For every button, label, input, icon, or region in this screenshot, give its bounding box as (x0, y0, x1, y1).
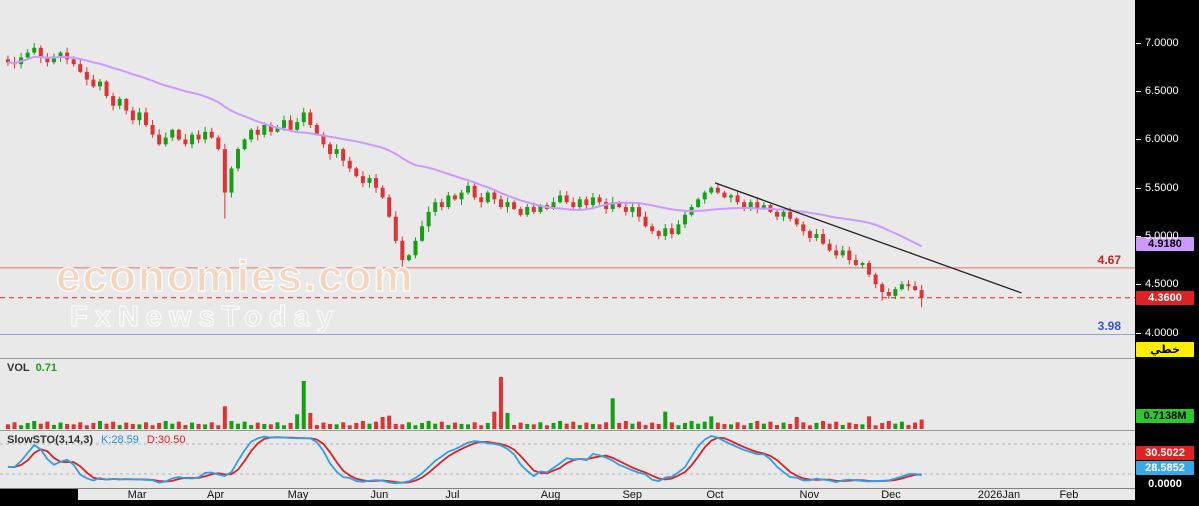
time-axis-label: Feb (1059, 489, 1079, 501)
price-tick-label: 5.0000 (1136, 229, 1179, 242)
volume-chart[interactable] (0, 359, 1135, 430)
ma-line (7, 55, 923, 248)
time-axis-label: Dec (881, 489, 901, 501)
stochastic-k-value: K:28.59 (101, 434, 139, 446)
time-axis-label: Mar (127, 489, 147, 501)
candlestick-chart[interactable] (0, 0, 1135, 358)
stochastic-indicator-name: SlowSTO(3,14,3) (7, 434, 93, 446)
support-level-label: 3.98 (1097, 319, 1121, 334)
time-axis-label: Jul (445, 489, 460, 501)
price-tick-label: 7.0000 (1136, 36, 1179, 49)
time-axis-label: Oct (706, 489, 724, 501)
panel-separator (0, 430, 1135, 431)
price-tick-label: 6.0000 (1136, 133, 1179, 146)
time-axis-label: 2026Jan (977, 489, 1021, 501)
chart-style-badge[interactable]: خطي (1136, 342, 1194, 357)
volume-panel-label: VOL 0.71 (7, 362, 57, 374)
time-axis-label: Apr (207, 489, 225, 501)
volume-indicator-name: VOL (7, 362, 30, 374)
chart-plot-area[interactable]: economies.com FxNewsToday 4.67 3.98 VOL 0… (0, 0, 1135, 485)
time-axis-label: Nov (799, 489, 820, 501)
time-axis-label: Sep (622, 489, 643, 501)
ma-value-badge: 4.9180 (1136, 236, 1194, 251)
resistance-level-label: 4.67 (1097, 252, 1121, 267)
time-axis-label: Jun (370, 489, 389, 501)
stochastic-k-line (7, 435, 922, 485)
bottom-scrollbar[interactable] (0, 500, 1199, 506)
price-tick-label: 5.5000 (1136, 181, 1179, 194)
volume-indicator-value: 0.71 (35, 362, 58, 374)
price-tick-label: 4.5000 (1136, 278, 1179, 291)
time-axis-label: Aug (540, 489, 561, 501)
time-axis-label: May (287, 489, 309, 501)
volume-value-badge: 0.7138M (1136, 409, 1194, 423)
price-axis[interactable]: 4.9180 4.3600 خطي 0.7138M 30.5022 28.585… (1135, 0, 1199, 506)
time-axis[interactable]: Mar Apr May Jun Jul Aug Sep Oct Nov Dec 2026Jan Feb (0, 489, 1135, 501)
stochastic-d-line (7, 436, 922, 484)
volume-bars (5, 377, 924, 429)
panel-separator (0, 488, 1135, 489)
stochastic-chart[interactable] (0, 431, 1135, 488)
stochastic-d-value: D:30.50 (146, 434, 186, 446)
price-tick-label: 6.5000 (1136, 85, 1179, 98)
stochastic-zero-badge: 0.0000 (1136, 477, 1194, 491)
last-price-badge: 4.3600 (1136, 290, 1194, 305)
trendline[interactable] (714, 182, 1022, 294)
stochastic-d-badge: 30.5022 (1136, 446, 1194, 460)
price-tick-label: 4.0000 (1136, 326, 1179, 339)
price-levels (0, 267, 1135, 335)
candles (5, 42, 924, 308)
stochastic-k-badge: 28.5852 (1136, 461, 1194, 475)
panel-separator (0, 358, 1135, 359)
stochastic-panel-label: SlowSTO(3,14,3) K:28.59 D:30.50 (7, 434, 185, 446)
